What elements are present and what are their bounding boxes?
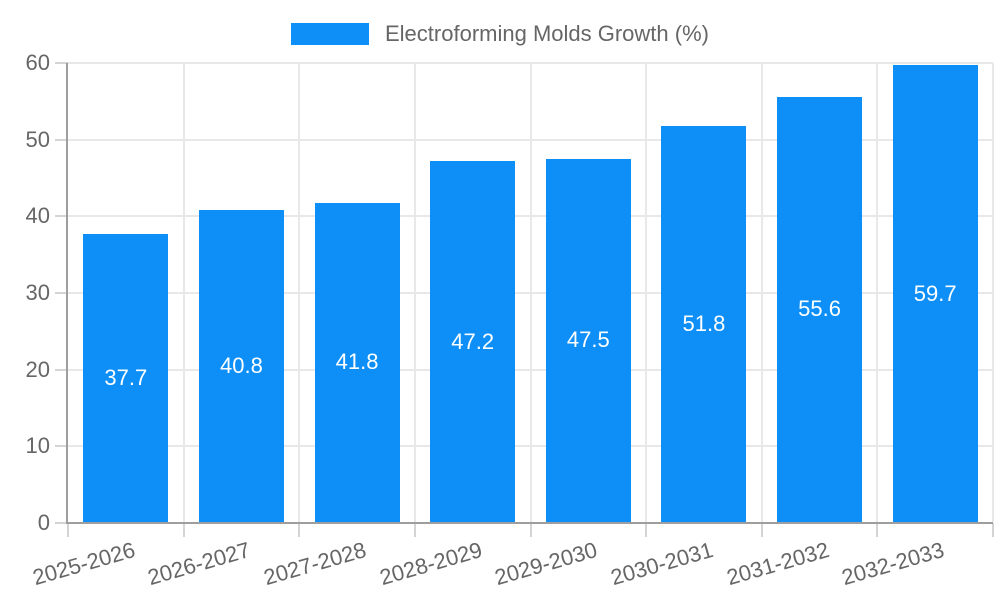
x-axis-tick bbox=[760, 523, 763, 537]
y-tick-label: 50 bbox=[25, 126, 50, 152]
x-axis-tick bbox=[876, 523, 879, 537]
bar[interactable] bbox=[430, 161, 516, 522]
x-axis-tick bbox=[413, 523, 416, 537]
y-tick-label: 60 bbox=[25, 50, 50, 75]
gridline bbox=[529, 63, 532, 522]
bar[interactable] bbox=[892, 65, 978, 522]
gridline bbox=[760, 63, 763, 522]
y-tick-label: 40 bbox=[25, 203, 50, 229]
y-tick-label: 20 bbox=[25, 356, 50, 382]
gridline bbox=[68, 62, 993, 64]
gridline bbox=[645, 63, 648, 522]
bar[interactable] bbox=[83, 233, 169, 522]
gridline bbox=[876, 63, 879, 522]
x-axis-tick bbox=[992, 523, 994, 537]
y-tick-label: 10 bbox=[25, 433, 50, 459]
y-axis-tick bbox=[55, 215, 68, 218]
y-axis-tick bbox=[55, 522, 68, 524]
x-axis-tick bbox=[67, 523, 69, 537]
gridline bbox=[298, 63, 301, 522]
y-tick-label: 0 bbox=[37, 510, 50, 535]
bar[interactable] bbox=[314, 202, 400, 522]
y-axis-tick bbox=[55, 62, 68, 64]
y-tick-label: 30 bbox=[25, 280, 50, 305]
legend[interactable]: Electroforming Molds Growth (%) bbox=[0, 21, 1000, 47]
y-axis-line bbox=[66, 63, 68, 523]
y-axis-tick bbox=[55, 292, 68, 294]
x-axis-tick bbox=[182, 523, 185, 537]
x-axis-tick bbox=[529, 523, 532, 537]
bar[interactable] bbox=[777, 96, 863, 522]
legend-swatch bbox=[291, 23, 369, 45]
x-axis-line bbox=[66, 522, 993, 524]
legend-label: Electroforming Molds Growth (%) bbox=[385, 21, 709, 46]
y-axis-tick bbox=[55, 138, 68, 141]
y-axis-tick bbox=[55, 445, 68, 448]
y-axis-tick bbox=[55, 368, 68, 371]
bar[interactable] bbox=[545, 158, 631, 522]
x-axis-tick bbox=[298, 523, 301, 537]
x-axis-tick bbox=[645, 523, 648, 537]
gridline bbox=[182, 63, 185, 522]
gridline bbox=[992, 63, 994, 522]
gridline bbox=[413, 63, 416, 522]
bar[interactable] bbox=[661, 125, 747, 522]
bar[interactable] bbox=[198, 210, 284, 522]
